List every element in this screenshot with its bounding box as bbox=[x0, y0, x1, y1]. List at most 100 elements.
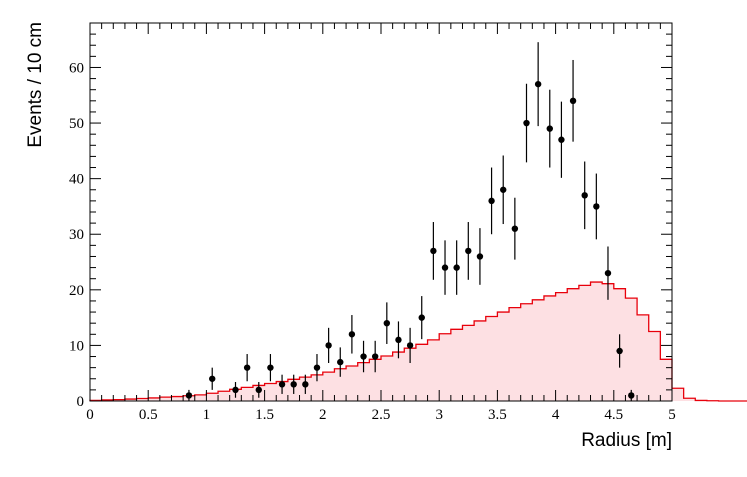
data-point bbox=[581, 161, 588, 230]
x-axis-label: Radius [m] bbox=[581, 430, 672, 451]
x-tick-label: 0.5 bbox=[139, 407, 158, 423]
data-point bbox=[418, 296, 425, 340]
point-marker bbox=[290, 381, 297, 388]
data-point bbox=[441, 240, 449, 295]
x-tick-label: 3 bbox=[435, 407, 443, 423]
y-tick-label: 50 bbox=[69, 116, 84, 132]
x-tick-label: 1 bbox=[203, 407, 211, 423]
data-point bbox=[523, 83, 530, 163]
point-marker bbox=[593, 203, 600, 210]
point-marker bbox=[360, 353, 367, 360]
point-marker bbox=[185, 392, 193, 399]
point-marker bbox=[302, 381, 309, 388]
data-point bbox=[302, 374, 309, 394]
data-point bbox=[569, 59, 577, 142]
data-point bbox=[185, 389, 193, 401]
point-marker bbox=[371, 353, 379, 360]
point-marker bbox=[209, 375, 216, 382]
data-point bbox=[395, 321, 402, 359]
y-tick-label: 20 bbox=[69, 283, 84, 299]
point-marker bbox=[500, 186, 507, 193]
point-marker bbox=[511, 225, 519, 232]
data-point bbox=[453, 240, 460, 295]
point-marker bbox=[395, 336, 402, 344]
x-tick-label: 5 bbox=[668, 407, 676, 423]
point-marker bbox=[441, 264, 449, 271]
point-marker bbox=[453, 264, 460, 271]
histogram-fill bbox=[90, 282, 747, 401]
point-marker bbox=[523, 119, 530, 127]
data-point bbox=[267, 354, 274, 382]
point-marker bbox=[383, 319, 391, 327]
histogram-layer bbox=[89, 281, 747, 402]
point-marker bbox=[488, 197, 495, 205]
point-marker bbox=[325, 342, 332, 349]
point-marker bbox=[255, 386, 262, 394]
data-point bbox=[209, 367, 216, 390]
point-marker bbox=[581, 192, 588, 199]
data-point bbox=[511, 197, 519, 260]
x-tick-label: 3.5 bbox=[488, 407, 507, 423]
point-marker bbox=[476, 253, 484, 260]
data-point bbox=[290, 374, 297, 394]
data-point bbox=[488, 167, 495, 235]
point-marker bbox=[232, 386, 239, 394]
data-point bbox=[465, 222, 472, 280]
point-marker bbox=[534, 80, 542, 88]
point-marker bbox=[546, 125, 553, 132]
point-marker bbox=[243, 364, 251, 371]
data-point bbox=[476, 228, 484, 285]
point-marker bbox=[558, 136, 565, 143]
data-point bbox=[534, 42, 542, 127]
x-tick-label: 0 bbox=[86, 407, 94, 423]
y-tick-label: 40 bbox=[69, 172, 84, 188]
data-point bbox=[278, 374, 286, 394]
point-marker bbox=[604, 269, 612, 277]
data-point bbox=[313, 354, 321, 382]
data-points-layer bbox=[185, 42, 635, 401]
data-point bbox=[383, 302, 391, 344]
point-marker bbox=[267, 364, 274, 371]
point-marker bbox=[278, 381, 286, 388]
data-point bbox=[500, 155, 507, 225]
point-marker bbox=[406, 342, 414, 349]
point-marker bbox=[628, 392, 635, 399]
data-point bbox=[232, 382, 239, 398]
data-point bbox=[430, 222, 437, 280]
y-tick-label: 10 bbox=[69, 338, 84, 354]
data-point bbox=[616, 334, 623, 368]
y-tick-label: 30 bbox=[69, 227, 84, 243]
point-marker bbox=[348, 331, 356, 338]
data-point bbox=[604, 246, 612, 300]
x-tick-label: 4 bbox=[552, 407, 560, 423]
data-point bbox=[337, 347, 344, 377]
data-point bbox=[243, 354, 251, 382]
point-marker bbox=[569, 97, 577, 105]
y-tick-label: 60 bbox=[69, 60, 84, 76]
point-marker bbox=[313, 364, 321, 371]
data-point bbox=[255, 382, 262, 398]
x-tick-label: 2.5 bbox=[372, 407, 391, 423]
point-marker bbox=[418, 314, 425, 321]
point-marker bbox=[430, 247, 437, 255]
data-point bbox=[546, 89, 553, 168]
x-tick-label: 1.5 bbox=[255, 407, 274, 423]
data-point bbox=[558, 101, 565, 178]
data-point bbox=[371, 340, 379, 373]
y-axis-label: Events / 10 cm bbox=[25, 22, 46, 148]
data-point bbox=[325, 327, 332, 363]
point-marker bbox=[616, 347, 623, 355]
data-point bbox=[348, 315, 356, 354]
data-point bbox=[593, 173, 600, 240]
x-tick-label: 2 bbox=[319, 407, 327, 423]
y-tick-label: 0 bbox=[77, 394, 85, 410]
histogram-line bbox=[89, 281, 747, 402]
point-marker bbox=[465, 247, 472, 255]
x-tick-label: 4.5 bbox=[604, 407, 623, 423]
point-marker bbox=[337, 358, 344, 366]
data-point bbox=[628, 389, 635, 401]
data-point bbox=[406, 327, 414, 363]
data-point bbox=[360, 340, 367, 373]
